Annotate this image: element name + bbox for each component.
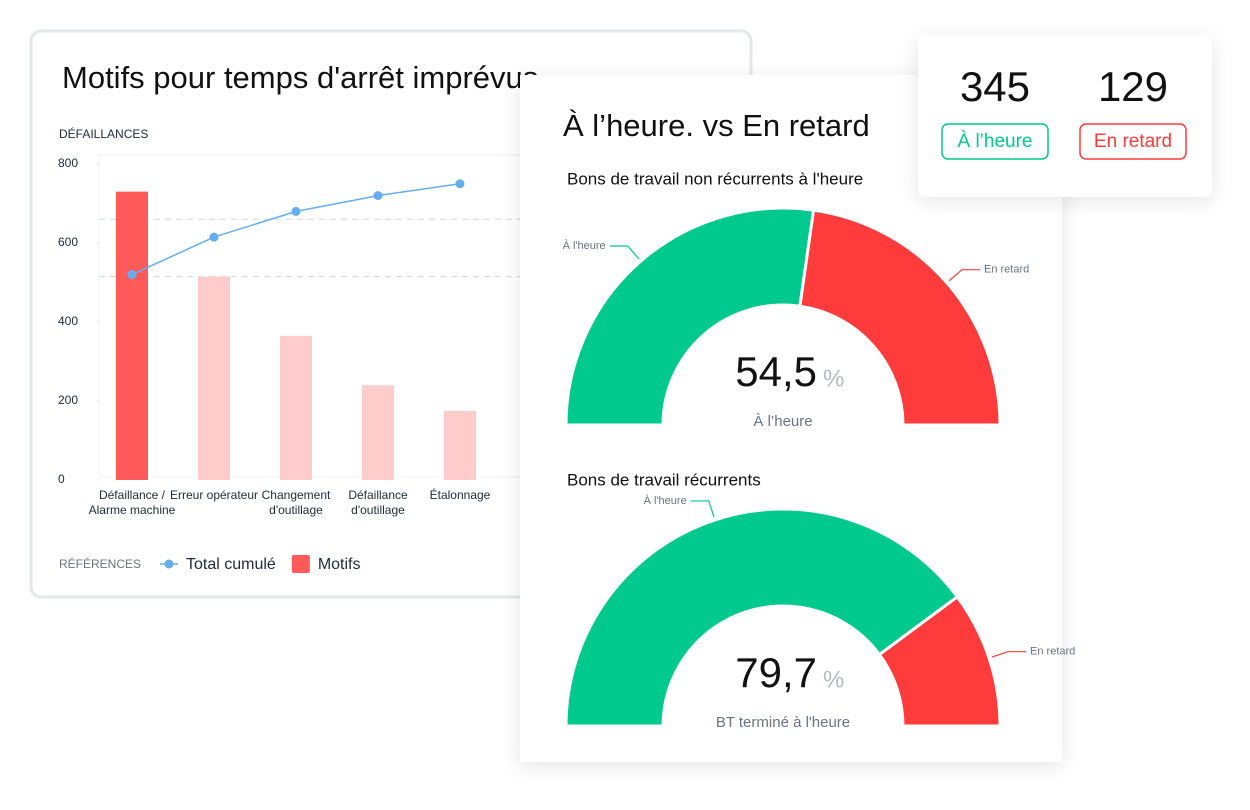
y-tick-label: 600 (58, 235, 78, 249)
y-tick-label: 0 (58, 472, 65, 486)
bar (280, 335, 312, 480)
x-tick-label-box: Étalonnage (429, 488, 491, 502)
gauge-arc (877, 594, 1002, 728)
kpi-badge (1079, 123, 1187, 160)
legend-label: Motifs (318, 556, 361, 573)
gauge-label: À l'heure (563, 239, 606, 252)
kpi-badge (941, 123, 1049, 160)
line-point (291, 206, 301, 216)
line-point (373, 191, 383, 201)
legend-swatch (164, 559, 174, 569)
bar (116, 191, 148, 480)
x-tick-label-box: Changement d'outillage (261, 488, 331, 517)
bar (198, 276, 230, 480)
x-tick-label: Défaillance d'outillage (348, 488, 408, 517)
gauge-caption: BT terminé à l'heure (716, 714, 850, 731)
chart-title: Motifs pour temps d'arrêt imprévus (62, 60, 538, 95)
legend-swatch (291, 555, 310, 573)
line-point (127, 270, 137, 280)
x-tick-label-box: Erreur opérateur (169, 488, 259, 502)
x-tick-label: Changement d'outillage (261, 488, 331, 517)
kpi-card: 345 À l’heure 129 En retard (918, 35, 1212, 197)
x-tick-label: Défaillance / Alarme machine (88, 488, 176, 517)
x-tick-label: Erreur opérateur (169, 488, 259, 502)
bar (362, 385, 394, 480)
gauge-panel: À l’heure. vs En retard Bons de travail … (520, 75, 1075, 762)
gauge-label: À l'heure (644, 494, 687, 507)
y-axis-label: DÉFAILLANCES (59, 126, 148, 141)
kpi-value: 129 (1098, 63, 1168, 110)
y-tick-label: 200 (58, 393, 78, 407)
leader-line (690, 500, 715, 518)
legend-label: Total cumulé (186, 556, 276, 573)
line-point (455, 179, 465, 189)
line-point (209, 232, 219, 242)
gauge-title: Bons de travail non récurrents à l'heure (567, 169, 863, 188)
gauge-unit: % (823, 365, 844, 392)
gauge-arc (564, 507, 960, 728)
kpi-label: À l’heure (958, 131, 1033, 152)
panel-title: À l’heure. vs En retard (563, 108, 870, 143)
legend-title: RÉFÉRENCES (59, 556, 141, 571)
x-tick-label: Étalonnage (429, 488, 491, 502)
x-tick-label-box: Défaillance / Alarme machine (88, 488, 176, 517)
bar (444, 410, 476, 480)
y-tick-label: 400 (58, 314, 78, 328)
gauge-value: 54,5 (735, 348, 817, 395)
leader-line (948, 269, 981, 282)
gauge-caption: À l’heure (753, 413, 812, 430)
card (918, 35, 1212, 197)
kpi-value: 345 (960, 63, 1030, 110)
gauge-arc (564, 206, 816, 427)
x-tick-label-box: Défaillance d'outillage (348, 488, 408, 517)
gauge-label: En retard (984, 264, 1029, 276)
gauge-unit: % (823, 666, 844, 693)
gauge-label: En retard (1030, 646, 1075, 658)
leader-line (991, 651, 1027, 658)
kpi-label: En retard (1094, 131, 1172, 152)
y-tick-label: 800 (58, 156, 78, 170)
gauge-arc (798, 208, 1002, 427)
leader-line (609, 245, 640, 260)
gauge-title: Bons de travail récurrents (567, 470, 761, 489)
gauge-value: 79,7 (735, 649, 817, 696)
